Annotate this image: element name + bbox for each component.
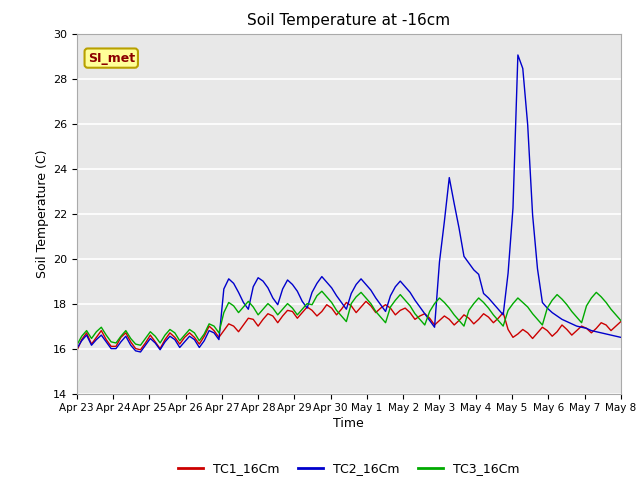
X-axis label: Time: Time	[333, 418, 364, 431]
Legend: TC1_16Cm, TC2_16Cm, TC3_16Cm: TC1_16Cm, TC2_16Cm, TC3_16Cm	[173, 457, 525, 480]
Y-axis label: Soil Temperature (C): Soil Temperature (C)	[36, 149, 49, 278]
Text: SI_met: SI_met	[88, 51, 135, 65]
Title: Soil Temperature at -16cm: Soil Temperature at -16cm	[247, 13, 451, 28]
